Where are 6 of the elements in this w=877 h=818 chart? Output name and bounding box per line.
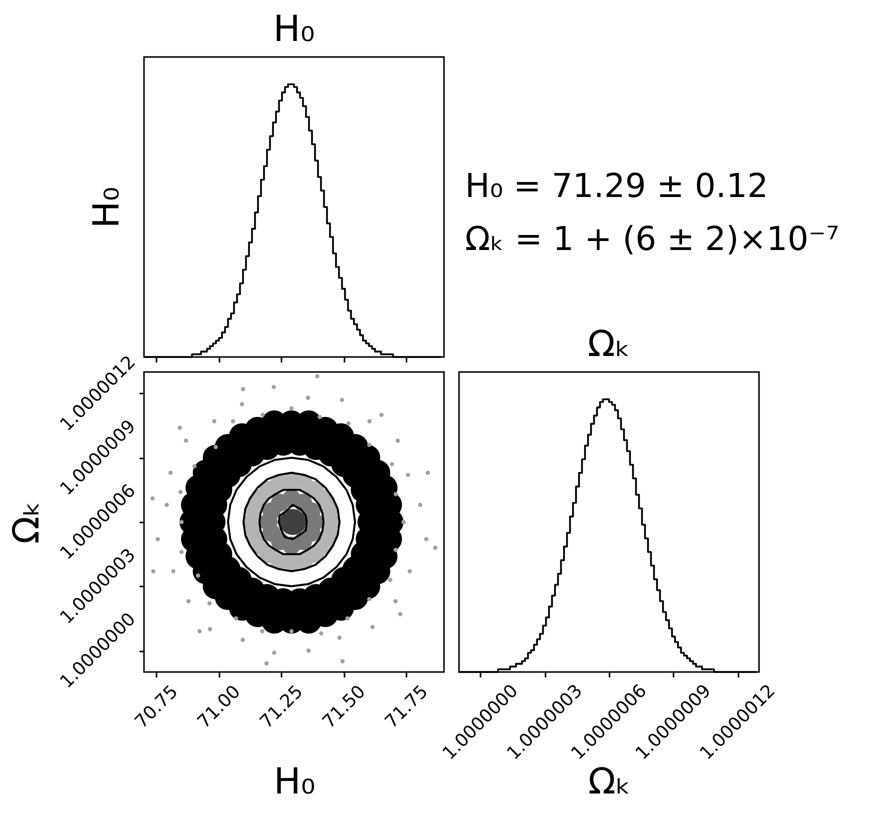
x-axis-title: Ωₖ	[588, 762, 631, 802]
y-axis-title: H₀	[86, 186, 128, 228]
chart-title: H₀	[273, 9, 315, 50]
text: H₀ = 71.29 ± 0.12	[465, 166, 768, 205]
chart-title: Ωₖ	[588, 324, 630, 365]
text: Ωₖ = 1 + (6 ± 2)×10⁻⁷	[465, 219, 840, 258]
